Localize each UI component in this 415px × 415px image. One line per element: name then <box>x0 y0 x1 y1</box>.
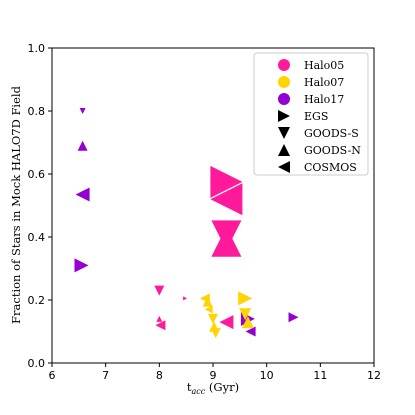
y-tick-label: 1.0 <box>28 42 46 55</box>
legend-label-halo17: Halo17 <box>304 93 344 106</box>
data-point-halo05-egs <box>210 165 243 198</box>
data-point-halo05-cosmos <box>210 183 243 216</box>
data-point-halo17-cosmos <box>245 326 256 337</box>
x-axis-title-subscript: acc <box>192 387 206 396</box>
y-tick-label: 0.4 <box>28 231 46 244</box>
data-point-halo07-goods-n <box>241 316 254 329</box>
data-point-halo07-cosmos <box>204 305 213 314</box>
legend-label-halo07: Halo07 <box>304 76 344 89</box>
x-tick-label: 7 <box>102 369 109 382</box>
data-point-halo17-goods-s <box>79 108 86 114</box>
y-tick-label: 0.2 <box>28 294 46 307</box>
data-point-halo07-egs <box>238 291 253 306</box>
data-point-halo07-goods-n <box>202 296 213 307</box>
y-tick-label: 0.0 <box>28 357 46 370</box>
data-points <box>74 108 299 339</box>
data-point-halo17-cosmos <box>75 187 90 202</box>
data-point-halo05-egs <box>183 296 188 301</box>
axis-ticks: 6 7 8 9 10 11 12 0.0 0.2 0.4 0.6 0.8 1.0 <box>28 42 382 382</box>
x-tick-label: 9 <box>210 369 217 382</box>
legend-marker-goods-s <box>278 127 290 139</box>
data-point-halo07-goods-s <box>208 313 218 324</box>
x-tick-label: 6 <box>49 369 56 382</box>
x-tick-label: 8 <box>156 369 163 382</box>
legend-marker-egs <box>278 110 290 122</box>
data-point-halo05-goods-n <box>156 315 163 322</box>
legend-label-goods-n: GOODS-N <box>304 144 361 157</box>
data-point-halo07-goods-s <box>239 308 252 321</box>
y-axis-title: Fraction of Stars in Mock HALO7D Field <box>9 85 23 324</box>
legend-marker-cosmos <box>278 161 290 173</box>
data-point-halo17-egs <box>74 258 89 273</box>
data-point-halo05-goods-n <box>211 226 242 257</box>
legend: Halo05 Halo07 Halo17 EGS GOODS-S GOODS-N COSMO… <box>253 52 369 176</box>
legend-label-goods-s: GOODS-S <box>304 127 359 140</box>
legend-marker-halo07 <box>278 76 290 88</box>
y-tick-label: 0.8 <box>28 105 46 118</box>
x-axis-title: tacc (Gyr) <box>187 380 239 396</box>
legend-marker-halo17 <box>278 93 290 105</box>
legend-marker-halo05 <box>278 59 290 71</box>
legend-label-cosmos: COSMOS <box>304 161 357 174</box>
x-tick-label: 12 <box>367 369 381 382</box>
legend-marker-goods-n <box>278 144 290 156</box>
data-point-halo07-goods-s <box>210 328 221 339</box>
data-point-halo05-goods-s <box>154 285 165 296</box>
legend-label-egs: EGS <box>304 110 328 123</box>
x-tick-label: 11 <box>313 369 327 382</box>
x-axis-title-unit: (Gyr) <box>205 380 239 394</box>
y-tick-label: 0.6 <box>28 168 46 181</box>
data-point-halo17-goods-n <box>77 140 88 151</box>
data-point-halo05-cosmos <box>155 320 166 331</box>
x-axis-title-main: t <box>187 380 192 394</box>
data-point-halo17-egs <box>288 312 299 323</box>
data-point-halo05-cosmos <box>219 315 234 330</box>
legend-label-halo05: Halo05 <box>304 59 344 72</box>
x-tick-label: 10 <box>260 369 274 382</box>
